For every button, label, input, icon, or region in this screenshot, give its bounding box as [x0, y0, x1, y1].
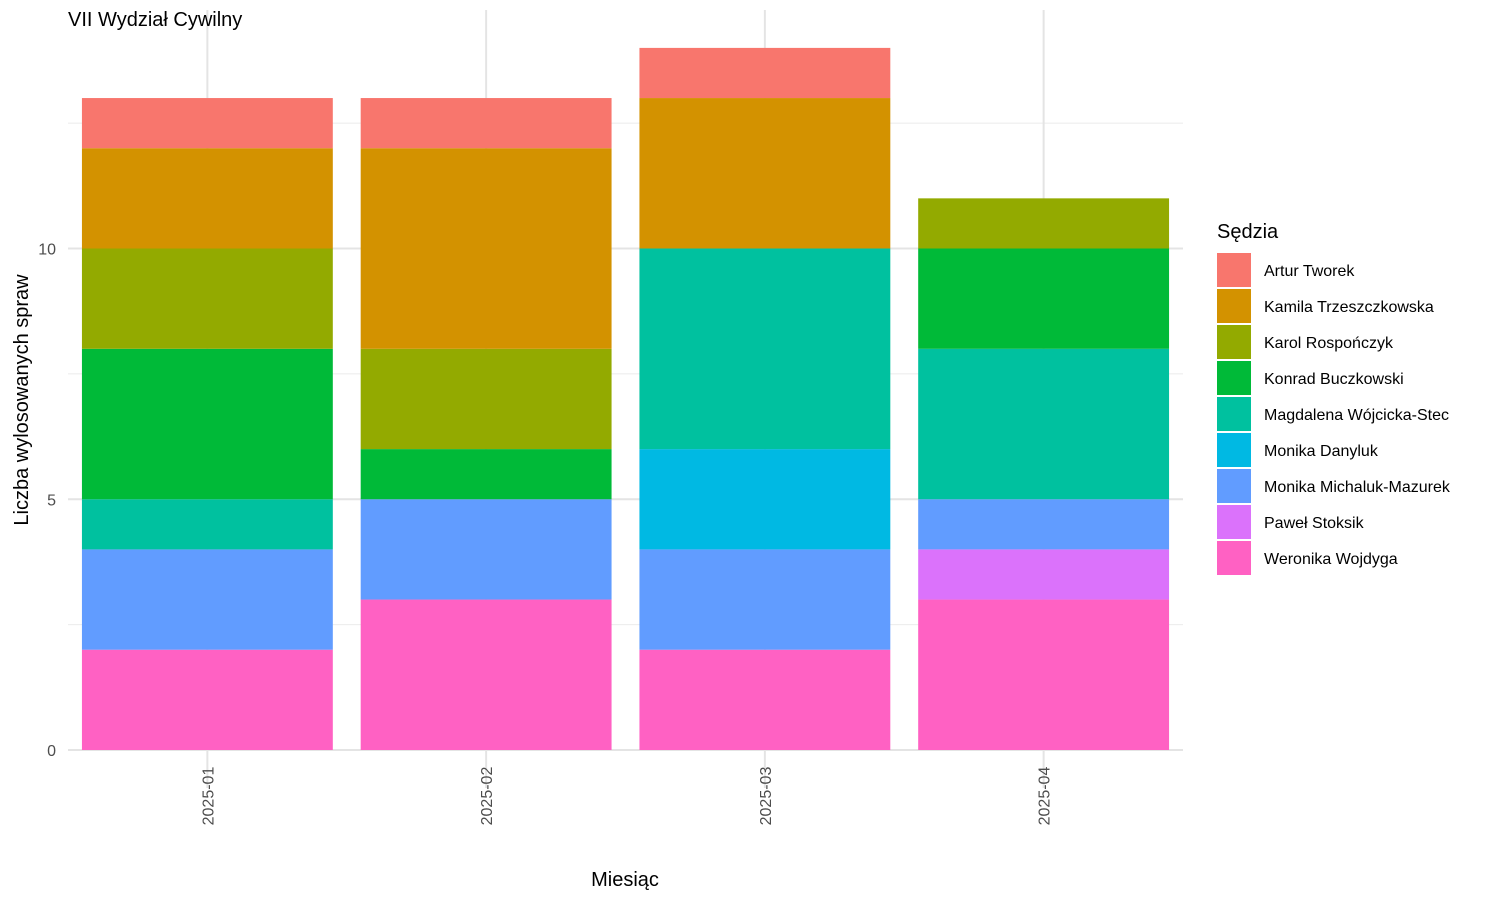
y-tick-label: 10 [38, 242, 56, 259]
legend-swatch [1217, 433, 1251, 467]
bar-segment [81, 549, 333, 650]
bar-segment [360, 499, 612, 600]
legend-swatch [1217, 289, 1251, 323]
y-tick-label: 0 [47, 743, 56, 760]
legend-swatch [1217, 505, 1251, 539]
legend-swatch [1217, 361, 1251, 395]
bar-segment [918, 599, 1170, 750]
bar-segment [360, 98, 612, 149]
legend-swatch [1217, 253, 1251, 287]
chart-title: VII Wydział Cywilny [68, 9, 242, 31]
bars [81, 47, 1170, 750]
legend-label: Artur Tworek [1264, 263, 1355, 280]
legend-label: Paweł Stoksik [1264, 515, 1365, 532]
bar-segment [639, 47, 891, 99]
bar-segment [639, 248, 891, 450]
bar-segment [639, 549, 891, 650]
legend-label: Weronika Wojdyga [1264, 551, 1398, 568]
y-tick-label: 5 [47, 492, 56, 509]
legend-swatch [1217, 325, 1251, 359]
axes: 0 5 10 2025-01 2025-02 2025-03 2025-04 [38, 242, 1053, 826]
bar-segment [81, 649, 333, 750]
legend-label: Kamila Trzeszczkowska [1264, 299, 1434, 316]
legend-label: Karol Rospończyk [1264, 335, 1394, 352]
bar-segment [639, 649, 891, 750]
legend: Artur Tworek Kamila Trzeszczkowska Karol R… [1217, 253, 1451, 575]
x-tick-label: 2025-02 [479, 767, 496, 826]
bar-segment [81, 98, 333, 149]
bar-segment [639, 98, 891, 249]
x-tick-label: 2025-01 [200, 767, 217, 826]
bar-segment [918, 499, 1170, 550]
legend-label: Magdalena Wójcicka-Stec [1264, 407, 1449, 424]
legend-swatch [1217, 541, 1251, 575]
bar-segment [639, 449, 891, 550]
y-axis-title: Liczba wylosowanych spraw [11, 274, 33, 526]
bar-segment [360, 348, 612, 450]
bar-segment [918, 198, 1170, 249]
x-tick-label: 2025-03 [758, 767, 775, 826]
bar-segment [81, 499, 333, 550]
legend-label: Konrad Buczkowski [1264, 371, 1404, 388]
bar-segment [81, 348, 333, 500]
x-tick-label: 2025-04 [1037, 767, 1054, 826]
bar-segment [81, 248, 333, 349]
bar-segment [918, 248, 1170, 349]
legend-label: Monika Michaluk-Mazurek [1264, 479, 1451, 496]
legend-swatch [1217, 469, 1251, 503]
legend-title: Sędzia [1217, 221, 1279, 243]
bar-segment [360, 148, 612, 349]
legend-swatch [1217, 397, 1251, 431]
bar-segment [360, 599, 612, 750]
bar-segment [918, 549, 1170, 600]
bar-segment [918, 348, 1170, 500]
bar-segment [360, 449, 612, 500]
bar-segment [81, 148, 333, 249]
x-axis-title: Miesiąc [591, 869, 659, 891]
legend-label: Monika Danyluk [1264, 443, 1379, 460]
